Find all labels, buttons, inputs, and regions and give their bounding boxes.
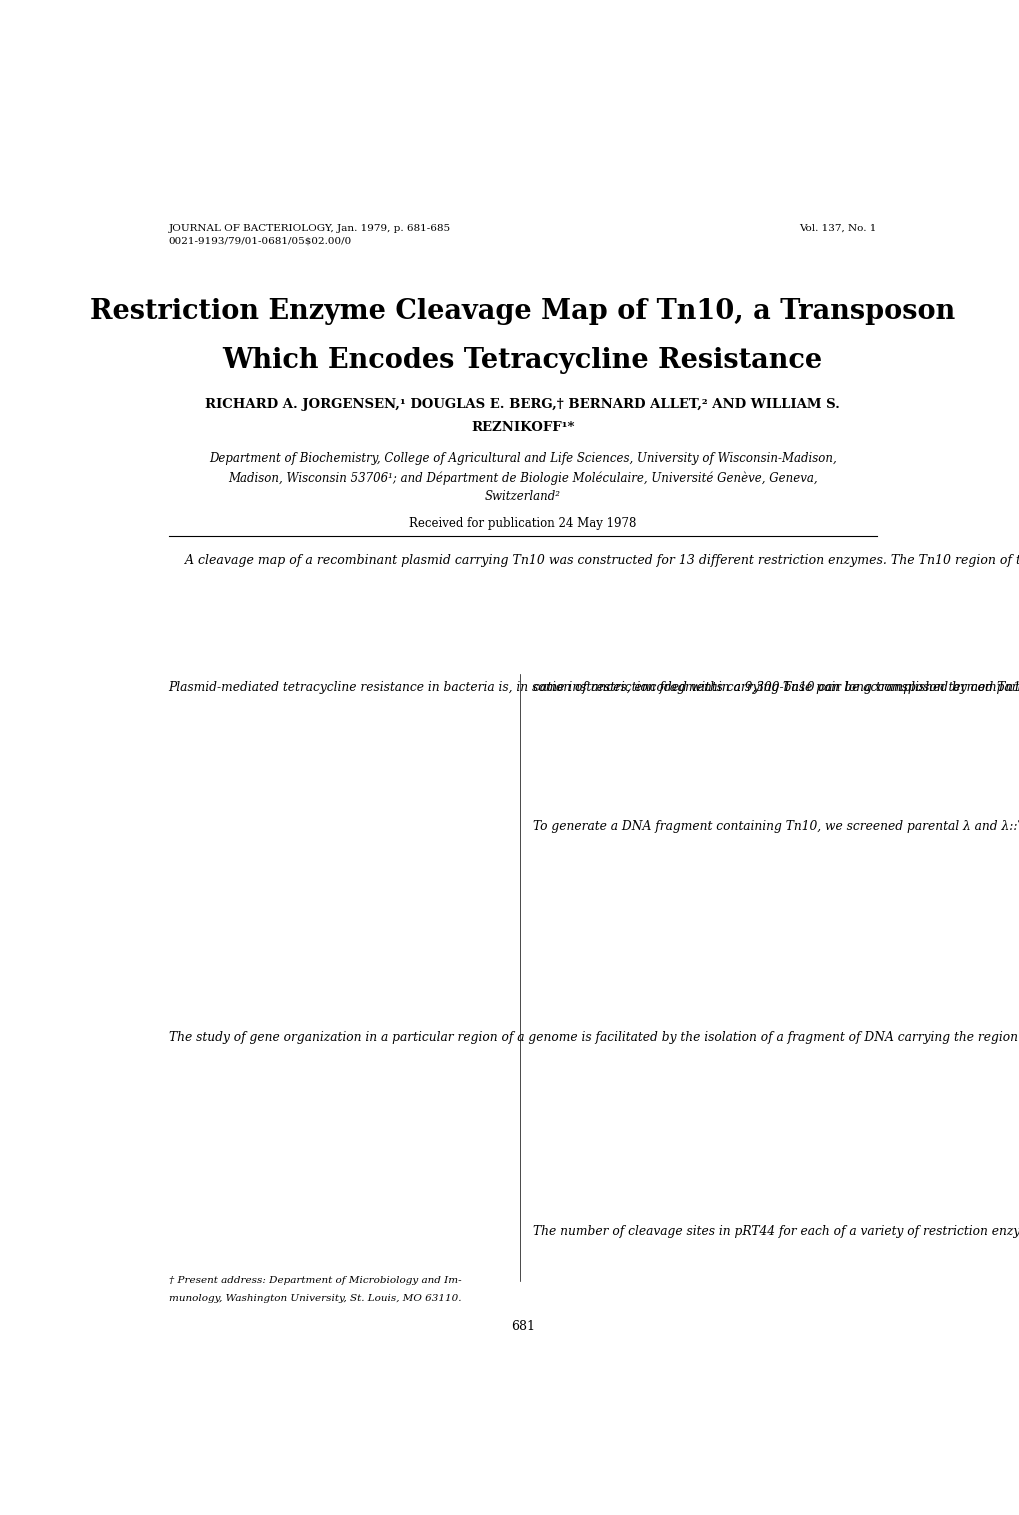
Text: Received for publication 24 May 1978: Received for publication 24 May 1978 <box>409 517 636 530</box>
Text: Switzerland²: Switzerland² <box>484 489 560 503</box>
Text: Plasmid-mediated tetracycline resistance in bacteria is, in some instances, enco: Plasmid-mediated tetracycline resistance… <box>168 682 1019 694</box>
Text: munology, Washington University, St. Louis, MO 63110.: munology, Washington University, St. Lou… <box>168 1294 461 1303</box>
Text: 681: 681 <box>511 1321 534 1333</box>
Text: Vol. 137, No. 1: Vol. 137, No. 1 <box>799 224 876 233</box>
Text: Which Encodes Tetracycline Resistance: Which Encodes Tetracycline Resistance <box>222 347 822 374</box>
Text: The study of gene organization in a particular region of a genome is facilitated: The study of gene organization in a part… <box>168 1032 1019 1044</box>
Text: To generate a DNA fragment containing Tn10, we screened parental λ and λ::Tn10(1: To generate a DNA fragment containing Tn… <box>533 820 1019 833</box>
Text: JOURNAL OF BACTERIOLOGY, Jan. 1979, p. 681-685
0021-9193/79/01-0681/05$02.00/0: JOURNAL OF BACTERIOLOGY, Jan. 1979, p. 6… <box>168 224 450 245</box>
Text: Madison, Wisconsin 53706¹; and Départment de Biologie Moléculaire, Université Ge: Madison, Wisconsin 53706¹; and Départmen… <box>227 471 817 485</box>
Text: RICHARD A. JORGENSEN,¹ DOUGLAS E. BERG,† BERNARD ALLET,² AND WILLIAM S.: RICHARD A. JORGENSEN,¹ DOUGLAS E. BERG,†… <box>205 397 840 411</box>
Text: cation of restriction fragments carrying Tn10 can be accomplished by comparison : cation of restriction fragments carrying… <box>533 682 1019 694</box>
Text: A cleavage map of a recombinant plasmid carrying Tn10 was constructed for 13 dif: A cleavage map of a recombinant plasmid … <box>168 554 1019 567</box>
Text: REZNIKOFF¹*: REZNIKOFF¹* <box>471 421 574 433</box>
Text: † Present address: Department of Microbiology and Im-: † Present address: Department of Microbi… <box>168 1276 461 1285</box>
Text: Department of Biochemistry, College of Agricultural and Life Sciences, Universit: Department of Biochemistry, College of A… <box>209 453 836 465</box>
Text: Restriction Enzyme Cleavage Map of Tn10, a Transposon: Restriction Enzyme Cleavage Map of Tn10,… <box>90 298 955 326</box>
Text: The number of cleavage sites in pRT44 for each of a variety of restriction enzym: The number of cleavage sites in pRT44 fo… <box>533 1224 1019 1238</box>
